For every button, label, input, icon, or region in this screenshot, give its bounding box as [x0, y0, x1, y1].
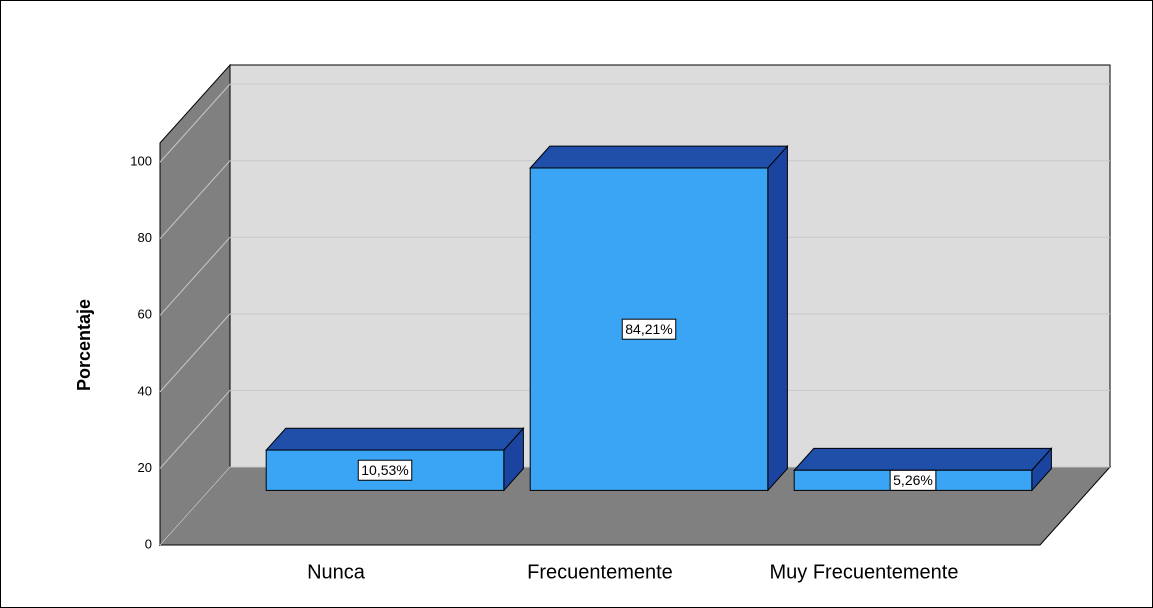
y-tick-label: 0	[145, 536, 152, 551]
value-label: 10,53%	[357, 459, 413, 481]
bar-top	[265, 427, 525, 451]
grid-line	[159, 313, 231, 393]
grid-line	[159, 236, 231, 316]
value-label-box	[621, 318, 677, 340]
bar-top	[529, 145, 789, 169]
x-tick-label: Nunca	[307, 561, 366, 583]
value-label: 84,21%	[621, 318, 677, 340]
grid-line	[159, 390, 231, 469]
left-wall	[159, 63, 231, 547]
y-axis-title: Porcentaje	[74, 299, 94, 391]
y-tick-label: 100	[130, 154, 152, 169]
y-tick-label: 20	[138, 460, 152, 475]
value-label-text: 84,21%	[625, 321, 672, 337]
bar-side	[767, 144, 788, 492]
y-tick-label: 40	[138, 383, 152, 398]
y-tick-label: 60	[138, 307, 152, 322]
value-label-box	[357, 459, 413, 481]
grid-line	[159, 83, 231, 163]
bar-top	[793, 447, 1053, 471]
x-tick-label: Muy Frecuentemente	[770, 561, 959, 583]
x-tick-label: Frecuentemente	[527, 561, 673, 583]
y-tick-label: 80	[138, 230, 152, 245]
grid-line	[159, 160, 231, 240]
value-label-text: 5,26%	[893, 472, 933, 488]
grid-line	[159, 466, 231, 546]
value-label: 5,26%	[889, 469, 937, 491]
value-label-text: 10,53%	[361, 462, 408, 478]
value-label-box	[889, 469, 937, 491]
